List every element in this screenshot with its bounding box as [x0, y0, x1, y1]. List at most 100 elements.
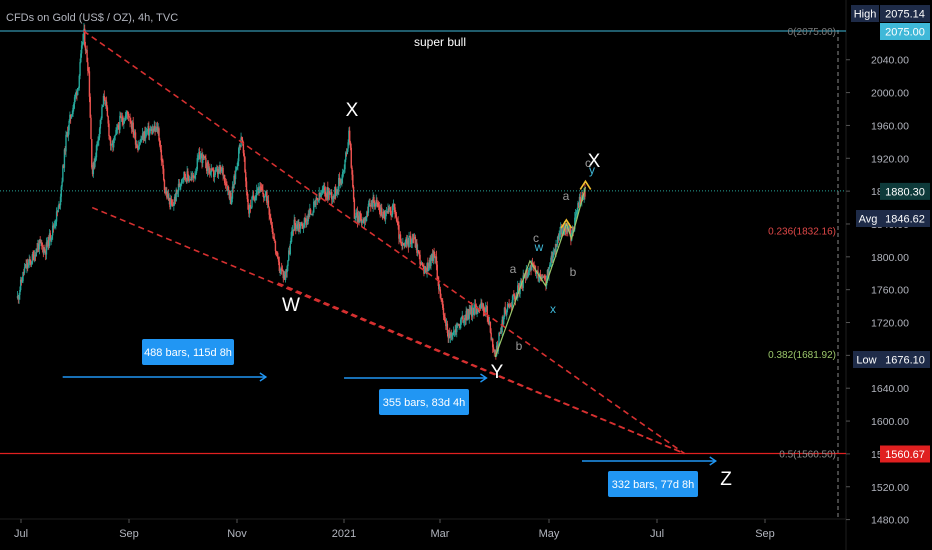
candle-body: [450, 332, 453, 337]
candle-body: [379, 210, 381, 213]
candle-body: [101, 107, 103, 119]
candle-body: [48, 237, 50, 247]
candle-body: [176, 189, 178, 192]
candle-body: [41, 245, 44, 247]
candle-body: [498, 333, 500, 345]
candle-body: [278, 261, 281, 271]
candle-body: [234, 175, 236, 180]
candle-body: [273, 238, 275, 240]
candle-body: [139, 140, 141, 145]
candle-body: [65, 134, 67, 152]
wave-z-label: Z: [720, 469, 732, 490]
candle-body: [198, 152, 200, 158]
candle-body: [59, 203, 61, 206]
candle-body: [238, 148, 240, 162]
candle-body: [532, 263, 535, 267]
candle-body: [69, 114, 71, 121]
candle-body: [446, 323, 449, 333]
candle-body: [481, 304, 484, 308]
candle-body: [37, 243, 40, 250]
candle-body: [163, 180, 166, 190]
candle-body: [420, 262, 423, 265]
candle-body: [104, 97, 106, 105]
candle-body: [578, 203, 580, 208]
candle-body: [445, 323, 448, 327]
fib-level-label: 0.5(1560.50): [779, 450, 836, 461]
candle-body: [507, 304, 510, 306]
candle-body: [552, 255, 554, 263]
candle-body: [132, 122, 134, 134]
candle-body: [320, 194, 322, 197]
candle-body: [136, 143, 138, 149]
candle-body: [367, 203, 370, 213]
candle-body: [201, 153, 203, 164]
wave-x1-label: X: [346, 100, 359, 121]
candle-body: [286, 266, 288, 273]
candle-body: [298, 224, 301, 229]
candle-body: [582, 199, 585, 200]
candle-body: [291, 230, 293, 238]
candle-body: [94, 157, 97, 160]
candle-body: [453, 330, 456, 332]
candle-body: [213, 169, 215, 178]
candle-body: [167, 194, 170, 200]
candle-body: [68, 120, 70, 131]
candle-body: [313, 201, 315, 213]
candle-body: [407, 240, 410, 248]
candle-body: [531, 263, 533, 270]
candle-body: [462, 315, 464, 323]
candle-body: [424, 266, 427, 268]
sub-wave-b1-label: b: [516, 339, 523, 353]
candle-body: [134, 132, 137, 145]
candle-body: [547, 269, 549, 276]
candle-body: [493, 349, 495, 353]
candle-body: [25, 264, 27, 269]
candle-body: [539, 274, 542, 277]
candle-body: [255, 190, 258, 196]
candle-body: [348, 130, 351, 143]
candle-body: [394, 207, 396, 215]
candle-body: [510, 304, 512, 307]
candle-body: [110, 144, 113, 146]
candle-body: [63, 149, 66, 168]
candle-body: [34, 254, 37, 257]
candle-body: [263, 196, 266, 198]
high-value-tag: [880, 5, 930, 22]
candle-body: [168, 197, 170, 200]
candle-body: [469, 309, 471, 312]
candle-body: [288, 250, 291, 255]
candle-body: [221, 167, 223, 170]
candle-body: [138, 144, 141, 147]
candle-body: [229, 192, 231, 199]
candle-body: [98, 137, 100, 141]
candle-body: [572, 226, 574, 231]
candle-body: [455, 328, 457, 333]
candle-body: [80, 45, 83, 54]
candle-body: [112, 138, 115, 148]
candle-body: [334, 186, 336, 198]
candle-body: [345, 152, 347, 160]
candle-body: [213, 174, 216, 178]
candle-body: [267, 200, 270, 208]
candle-body: [510, 306, 513, 308]
price-tag-2075-text: 2075.00: [885, 27, 925, 39]
candle-body: [343, 169, 345, 171]
candle-body: [301, 222, 303, 226]
candle-body: [488, 321, 490, 325]
price-tag-2075: [880, 23, 930, 40]
candle-body: [252, 195, 255, 199]
candle-body: [36, 248, 38, 250]
candle-body: [371, 200, 374, 207]
sub-wave-c2-label: c: [585, 156, 591, 170]
y-tick-label: 1800.00: [871, 252, 909, 264]
candle-body: [568, 227, 571, 229]
candle-body: [266, 200, 269, 203]
candle-body: [495, 345, 498, 356]
candle-body: [307, 213, 309, 222]
candle-body: [387, 208, 389, 212]
candle-body: [73, 97, 76, 104]
low-label-tag-text: Low: [856, 355, 876, 367]
candle-body: [378, 206, 381, 211]
candle-body: [51, 225, 54, 236]
